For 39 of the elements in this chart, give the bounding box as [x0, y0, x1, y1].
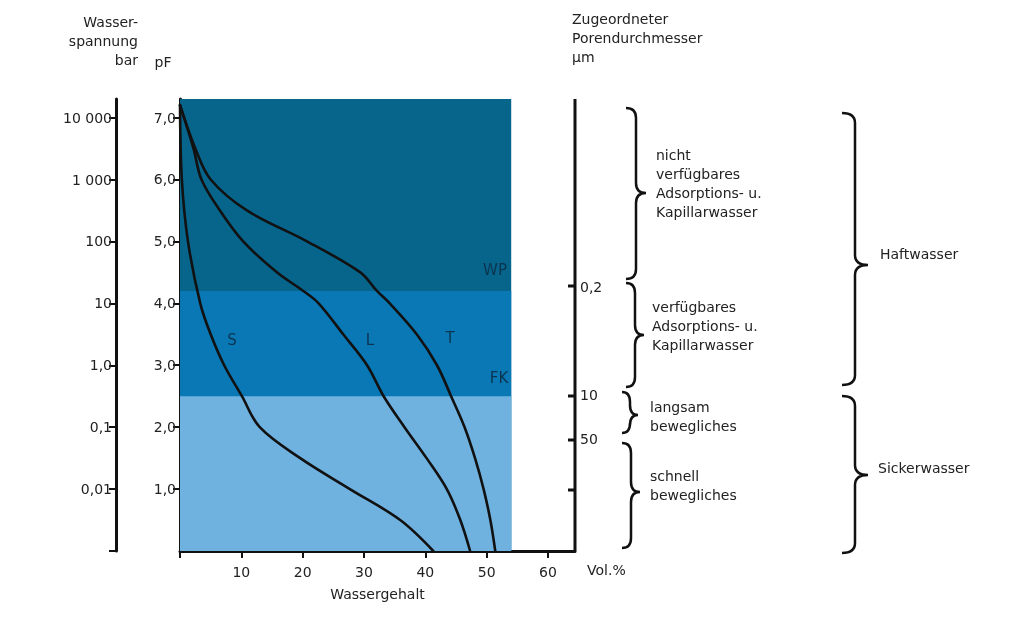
x-tick-label: 50	[477, 564, 496, 580]
y2-tick-label: 1,0	[89, 357, 112, 374]
x-tick-label: 10	[232, 564, 251, 580]
y2-axis-title: Wasser- spannung bar	[68, 13, 139, 68]
y-tick-label: 4,0	[153, 295, 176, 312]
y-tick-label: 6,0	[153, 171, 176, 188]
y-tick-label: 1,0	[153, 481, 176, 498]
text: 10	[580, 386, 598, 405]
y2-tick-label: 0,01	[80, 481, 112, 498]
annotation: WP	[483, 260, 507, 280]
x-tick-label: 60	[539, 564, 557, 580]
text: Sickerwasser	[878, 459, 970, 478]
text: schnell bewegliches	[650, 467, 737, 505]
x-tick-label: 20	[293, 564, 312, 580]
annotation: T	[445, 328, 455, 348]
text: 50	[580, 430, 598, 449]
text: langsam bewegliches	[650, 398, 737, 436]
text: Haftwasser	[880, 245, 959, 264]
y-tick-label: 7,0	[153, 109, 176, 126]
text: 0,2	[580, 278, 603, 297]
x-tick-label: 40	[416, 564, 435, 580]
y-tick-label: 2,0	[153, 419, 176, 436]
y-tick-label: 5,0	[153, 233, 176, 250]
annotation: L	[365, 330, 375, 350]
annotation: FK	[489, 368, 509, 388]
x-tick-label: 30	[355, 564, 373, 580]
y2-tick-label: 0,1	[89, 419, 112, 436]
y2-tick-label: 100	[85, 233, 112, 250]
annotation: S	[227, 330, 237, 350]
text: Vol.%	[587, 561, 626, 580]
y-tick-label: 3,0	[153, 357, 176, 374]
y2-tick-label: 10	[94, 295, 112, 312]
y-axis-title: pF	[154, 53, 172, 70]
text: verfügbares Adsorptions- u. Kapillarwasser	[652, 298, 758, 355]
text: nicht verfügbares Adsorptions- u. Kapillarwasser	[656, 146, 762, 222]
y2-tick-label: 10 000	[63, 109, 112, 126]
x-axis-title: Wassergehalt	[330, 586, 426, 602]
text: Zugeordneter Porendurchmesser µm	[572, 10, 703, 67]
y2-tick-label: 1 000	[71, 171, 112, 188]
